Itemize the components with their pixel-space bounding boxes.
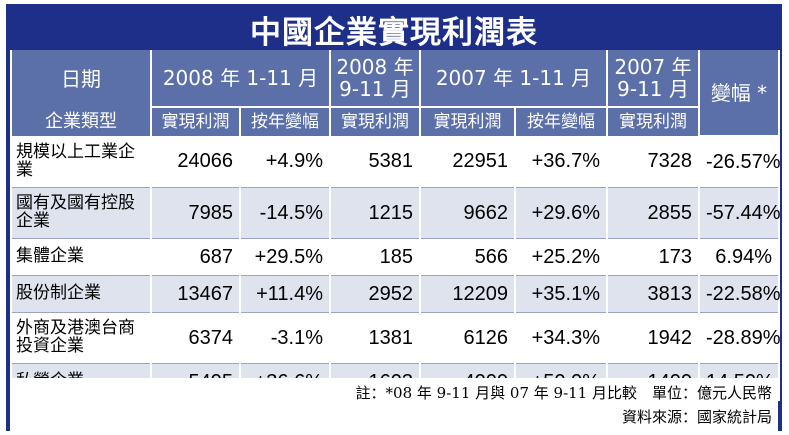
- table-row: 集體企業 687 +29.5% 185 566 +25.2% 173 6.94%: [10, 238, 780, 276]
- header-period-2008-1-11: 2008 年 1-11 月: [150, 50, 331, 108]
- footer-note: 註：*08 年 9-11 月與 07 年 9-11 月比較 單位：億元人民幣: [355, 384, 772, 402]
- cell: +34.3%: [514, 312, 608, 364]
- subheader-profit: 實現利潤: [419, 107, 516, 136]
- table-row: 國有及國有控股企業 7985 -14.5% 1215 9662 +29.6% 2…: [10, 187, 781, 239]
- cell: -26.57%: [698, 136, 781, 188]
- cell: -14.5%: [239, 187, 331, 239]
- cell: -57.44%: [698, 187, 781, 239]
- cell: 173: [606, 238, 700, 276]
- cell: 185: [329, 238, 421, 276]
- cell: 3813: [606, 275, 700, 313]
- subheader-profit: 實現利潤: [606, 107, 700, 136]
- cell: +4.9%: [239, 136, 331, 188]
- cell: -28.89%: [698, 312, 781, 364]
- cell: 687: [150, 238, 241, 276]
- table-title: 中國企業實現利潤表: [250, 14, 538, 51]
- cell: 22951: [419, 136, 516, 188]
- cell: -3.1%: [239, 312, 331, 364]
- table-row: 股份制企業 13467 +11.4% 2952 12209 +35.1% 381…: [10, 275, 781, 313]
- header-type-label: 企業類型: [10, 107, 152, 136]
- footer: 註：*08 年 9-11 月與 07 年 9-11 月比較 單位：億元人民幣 資…: [10, 378, 778, 431]
- header-date-label: 日期: [10, 50, 152, 107]
- cell: +35.1%: [514, 275, 608, 313]
- cell: 9662: [419, 187, 516, 239]
- cell: -22.58%: [698, 275, 781, 313]
- cell: +36.7%: [514, 136, 608, 188]
- cell: 5381: [329, 136, 421, 188]
- table-row: 外商及港澳台商投資企業 6374 -3.1% 1381 6126 +34.3% …: [10, 312, 781, 364]
- cell: +25.2%: [514, 238, 608, 276]
- header-period-2007-1-11: 2007 年 1-11 月: [419, 50, 608, 108]
- subheader-profit: 實現利潤: [329, 107, 421, 136]
- header-period-2008-9-11: 2008 年 9-11 月: [329, 50, 421, 108]
- row-label: 股份制企業: [10, 275, 152, 313]
- footer-source: 資料來源：國家統計局: [621, 408, 772, 426]
- table-row: 規模以上工業企業 24066 +4.9% 5381 22951 +36.7% 7…: [10, 136, 781, 188]
- profit-table: 日期 2008 年 1-11 月 2008 年 9-11 月 2007 年 1-…: [10, 50, 781, 401]
- cell: 566: [419, 238, 516, 276]
- subheader-profit: 實現利潤: [150, 107, 241, 136]
- cell: +29.6%: [514, 187, 608, 239]
- row-label: 規模以上工業企業: [10, 136, 152, 188]
- cell: 6126: [419, 312, 516, 364]
- cell: 1942: [606, 312, 700, 364]
- row-label: 集體企業: [10, 238, 152, 276]
- subheader-yoy: 按年變幅: [514, 107, 608, 136]
- header-change: 變幅 *: [698, 50, 780, 137]
- cell: 13467: [150, 275, 241, 313]
- row-label: 外商及港澳台商投資企業: [10, 312, 152, 364]
- cell: 1215: [329, 187, 421, 239]
- subheader-yoy: 按年變幅: [239, 107, 331, 136]
- cell: 6374: [150, 312, 241, 364]
- cell: 24066: [150, 136, 241, 188]
- cell: 2855: [606, 187, 700, 239]
- cell: 7328: [606, 136, 700, 188]
- cell: 6.94%: [698, 238, 780, 276]
- cell: 1381: [329, 312, 421, 364]
- table-frame: 中國企業實現利潤表 日期 2008 年 1-11 月 2008 年 9-11 月…: [6, 4, 782, 431]
- cell: 2952: [329, 275, 421, 313]
- cell: 12209: [419, 275, 516, 313]
- header-period-2007-9-11: 2007 年 9-11 月: [606, 50, 700, 108]
- title-bar: 中國企業實現利潤表: [10, 8, 778, 51]
- cell: +29.5%: [239, 238, 331, 276]
- cell: 7985: [150, 187, 241, 239]
- row-label: 國有及國有控股企業: [10, 187, 152, 239]
- cell: +11.4%: [239, 275, 331, 313]
